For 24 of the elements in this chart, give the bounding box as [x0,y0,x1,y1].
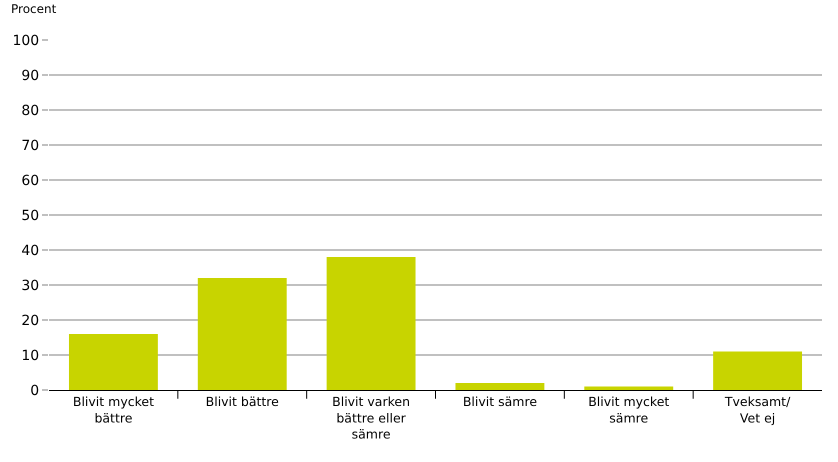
x-tick-label: Tveksamt/ Vet ej [724,394,792,426]
y-axis-title: Procent [11,2,57,16]
y-tick-label: 50 [21,208,40,224]
x-tick-label: Blivit mycket bättre [72,394,154,426]
y-tick-label: 20 [21,312,40,329]
bar [713,352,802,390]
bar [326,257,416,390]
bar [455,383,544,390]
x-tick-label: Blivit sämre [462,394,538,409]
x-tick-label: Blivit varken bättre eller sämre [332,394,410,442]
y-tick-label: 40 [21,242,40,259]
y-tick-label: 70 [21,138,40,154]
y-tick-label: 10 [21,348,40,364]
bar [198,278,287,390]
x-tick-label: Blivit mycket sämre [588,394,670,426]
bar [68,334,158,390]
x-tick-label: Blivit bättre [206,394,280,409]
y-tick-label: 80 [21,102,40,119]
y-tick-label: 0 [30,382,40,399]
y-tick-label: 90 [21,68,40,84]
bar [584,386,674,390]
y-tick-label: 60 [21,172,40,189]
y-tick-label: 30 [21,278,40,294]
y-tick-label: 100 [12,32,40,49]
